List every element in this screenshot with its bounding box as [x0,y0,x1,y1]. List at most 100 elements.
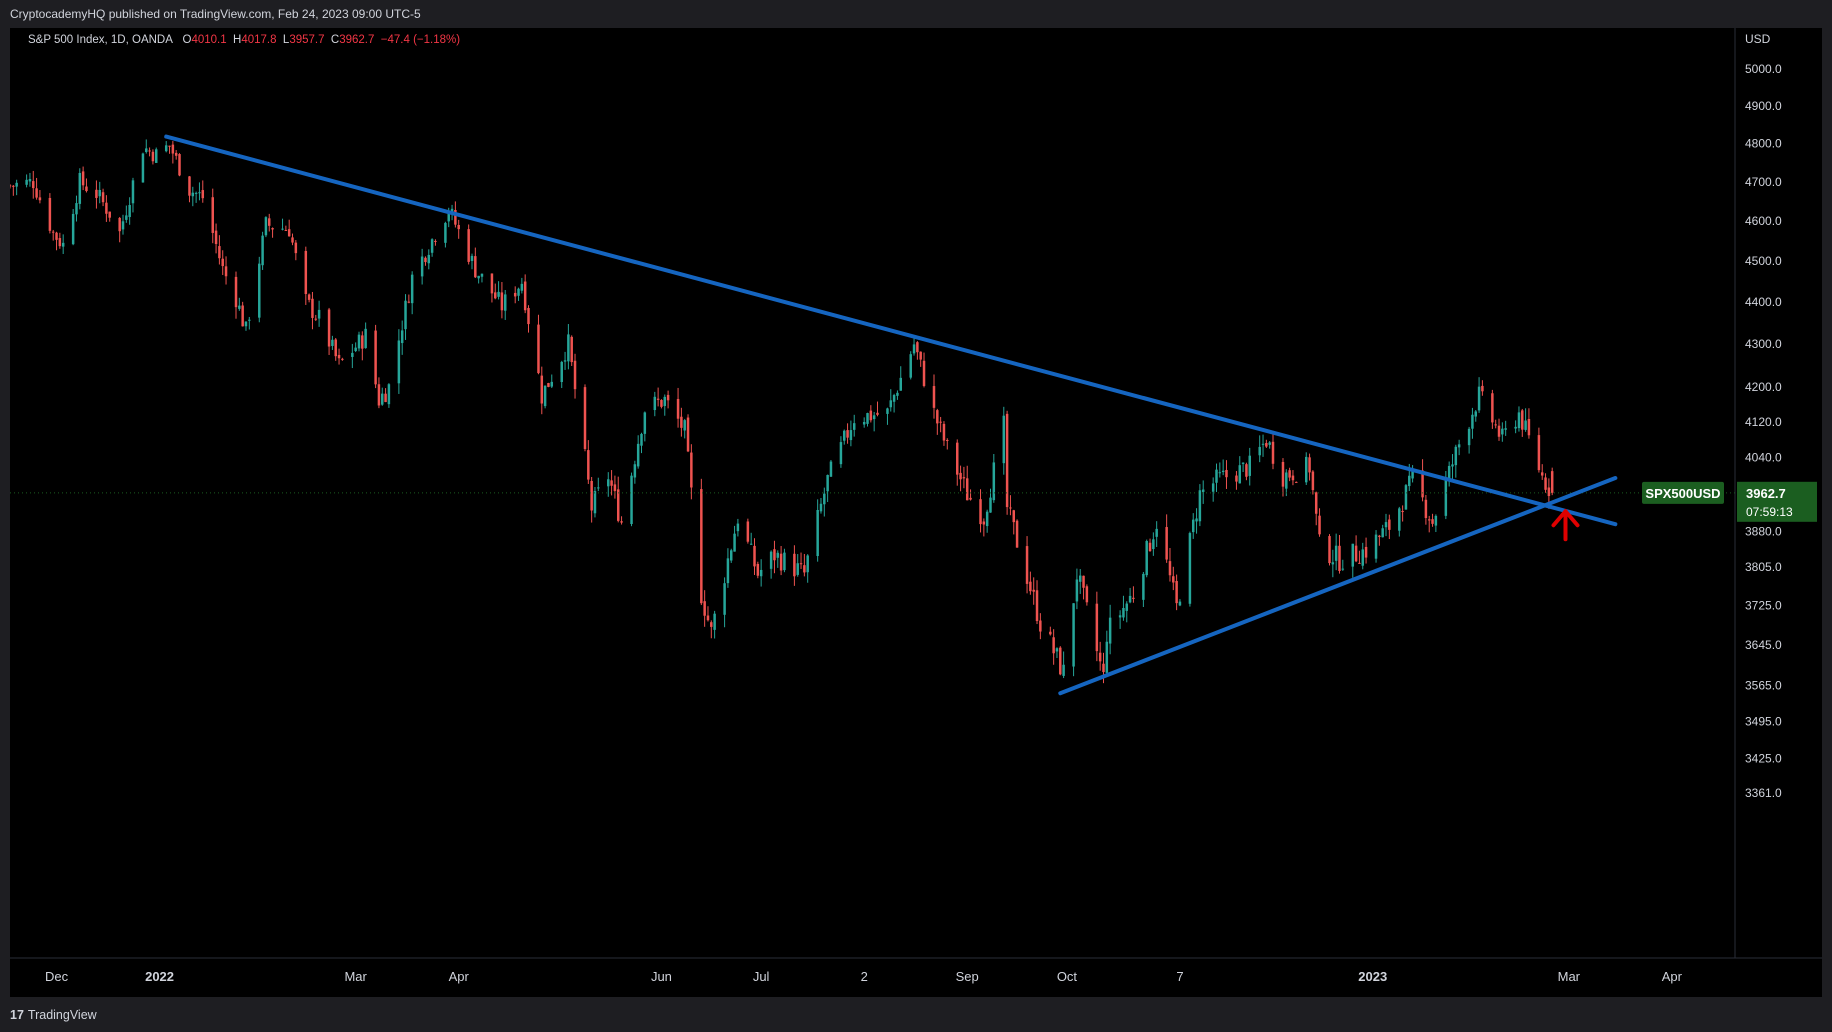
candle-body [32,181,35,189]
price-tick-label: 4800.0 [1745,136,1782,150]
candle-body [494,292,497,299]
candle-body [513,292,517,297]
candle-body [736,523,740,532]
candle-body [537,324,540,374]
candle-body [364,328,367,349]
candle-body [523,281,527,311]
candle-body [1241,462,1245,464]
candle-body [467,229,470,262]
symbol-tag [1642,481,1724,504]
candle-body [706,615,710,621]
candle-body [241,305,244,327]
candle-body [1211,483,1215,492]
candle-body [457,224,460,230]
candle-body [587,450,590,480]
candle-body [946,439,949,441]
candle-body [613,484,617,491]
candle-body [1338,545,1341,571]
candle-body [214,230,218,245]
candle-body [407,301,411,303]
candlestick-chart[interactable]: USD 5000.0 4900.0 4800.0 4700.0 4600.0 4500.0 4… [10,28,1822,997]
time-tick-label: 2022 [145,969,174,984]
chart-area[interactable]: USD 5000.0 4900.0 4800.0 4700.0 4600.0 4500.0 4… [10,28,1822,997]
candle-body [470,255,474,261]
tradingview-logo[interactable]: 17 TradingView [10,1008,97,1022]
candle-body [1374,534,1378,559]
price-tick-label: 3425.0 [1745,752,1782,766]
candle-body [540,375,544,404]
price-tick-label: 4200.0 [1745,380,1782,394]
candle-body [816,509,819,557]
candle-body [959,472,962,480]
candle-body [563,360,567,362]
candle-body [517,288,520,296]
arrow-up-head-icon [1551,509,1580,528]
candle-body [676,398,680,419]
legend-open-value: 4010.1 [191,34,227,46]
candle-body [803,565,806,573]
candle-body [869,410,873,421]
candle-body [244,321,248,327]
candle-body [201,190,205,199]
candle-body [1427,519,1431,521]
candle-body [271,228,274,230]
candle-body [653,396,657,411]
price-tick-label: 4040.0 [1745,451,1782,465]
candle-body [1271,441,1275,464]
candle-body [1431,519,1434,524]
candle-body [956,442,959,475]
candle-body [749,543,753,545]
candle-body [1128,595,1132,603]
candle-body [1547,487,1551,497]
trendline-descending-resistance[interactable] [164,134,1618,527]
candle-body [583,387,587,449]
time-tick-label: 2 [861,969,868,984]
candle-body [377,384,381,406]
candle-body [1122,608,1125,618]
candle-body [1049,631,1052,635]
candle-body [15,182,18,187]
candle-body [1198,490,1202,522]
candle-body [1521,410,1524,430]
candle-body [683,420,686,431]
candle-body [700,489,703,604]
candle-body [620,521,623,523]
candle-body [264,217,268,236]
candle-body [145,148,148,153]
candle-body [51,231,55,233]
time-tick-label: Dec [45,969,69,984]
candle-body [480,273,484,277]
candle-body [1328,536,1331,564]
candle-body [1457,444,1461,448]
candle-body [327,309,331,347]
candle-body [331,339,334,346]
candle-body [746,521,750,542]
trendline-ascending-support[interactable] [1058,476,1618,696]
candle-body [1285,472,1288,489]
price-tick-label: 5000.0 [1745,62,1782,76]
candle-body [218,246,221,259]
price-tick-label: 4120.0 [1745,415,1782,429]
candle-body [294,242,298,254]
candle-body [1055,648,1059,652]
candle-body [314,318,318,320]
candle-body [1235,475,1238,482]
candle-body [1527,418,1531,436]
candle-body [989,497,992,513]
candle-body [434,240,437,243]
candle-body [447,212,450,222]
candle-body [164,145,168,152]
candle-body [38,197,42,201]
candle-body [108,211,111,218]
candle-body [1191,519,1195,533]
candle-body [753,545,756,567]
candle-body [1098,652,1102,662]
candle-body [590,480,593,511]
candle-body [450,208,454,213]
legend-low-value: 3957.7 [289,34,325,46]
candle-body [1454,446,1458,466]
candle-body [121,221,125,230]
candle-body [1447,465,1451,481]
candle-body [1035,590,1039,622]
candle-body [713,613,716,630]
